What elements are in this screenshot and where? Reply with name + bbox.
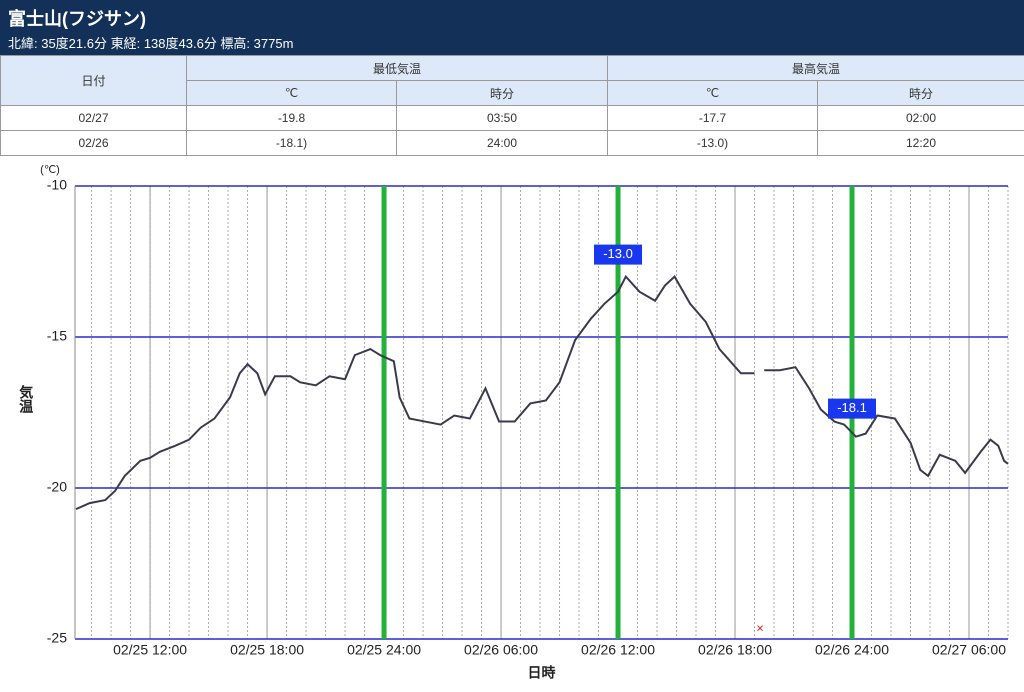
table-cell: ℃: [186, 80, 397, 106]
table-cell: 12:20: [817, 130, 1024, 156]
table-cell: -19.8: [186, 105, 397, 131]
y-axis-title: 気温: [18, 384, 34, 413]
table-cell: 24:00: [395, 130, 609, 156]
annotation-box: [594, 244, 643, 265]
annotation-label: -13.0: [603, 246, 633, 261]
y-tick-label: -25: [47, 630, 67, 646]
table-cell: -17.7: [607, 105, 819, 131]
y-tick-label: -15: [47, 328, 67, 344]
table-cell: 時分: [817, 80, 1024, 106]
header-cell: 最高気温: [607, 55, 1024, 81]
x-tick-label: 02/25 18:00: [230, 642, 304, 658]
x-tick-label: 02/26 06:00: [464, 642, 538, 658]
table-cell: 時分: [395, 80, 609, 106]
header-cell: 最低気温: [185, 55, 609, 81]
x-axis-title: 日時: [528, 665, 556, 681]
header: 富士山(フジサン) 北緯: 35度21.6分 東経: 138度43.6分 標高:…: [0, 0, 1024, 55]
missing-mark: ×: [756, 620, 764, 635]
x-tick-label: 02/26 12:00: [581, 642, 655, 658]
temperature-line: [75, 274, 1009, 511]
x-tick-label: 02/25 12:00: [113, 642, 187, 658]
table-cell: -18.1): [186, 130, 397, 156]
table-cell: -13.0): [607, 130, 819, 156]
header-cell: 日付: [0, 55, 187, 106]
x-tick-label: 02/27 06:00: [932, 642, 1006, 658]
chart: × 02/25 12:00 02/25 18:00 02/25 24:00 02/26…: [18, 164, 1009, 681]
y-tick-label: -10: [47, 177, 67, 193]
table-cell: 02/26: [0, 130, 187, 156]
annotation-label: -18.1: [837, 400, 867, 415]
table-cell: 03:50: [395, 105, 609, 131]
subtitle: 北緯: 35度21.6分 東経: 138度43.6分 標高: 3775m: [8, 36, 294, 51]
x-tick-label: 02/26 24:00: [815, 642, 889, 658]
table-cell: 02/27: [0, 105, 187, 131]
summary-table: 日付 最低気温 最高気温 ℃ 時分 ℃ 時分 02/27 -19.8 03:50 -17.7…: [0, 55, 1024, 156]
x-tick-label: 02/26 18:00: [698, 642, 772, 658]
annotation: -13.0: [594, 244, 643, 265]
y-unit: (℃): [40, 164, 60, 176]
annotation: -18.1: [828, 398, 877, 419]
y-tick-label: -20: [47, 479, 67, 495]
table-cell: ℃: [607, 80, 819, 106]
table-cell: 02:00: [817, 105, 1024, 131]
annotation-box: [828, 398, 877, 419]
x-tick-label: 02/25 24:00: [347, 642, 421, 658]
title: 富士山(フジサン): [8, 9, 146, 29]
